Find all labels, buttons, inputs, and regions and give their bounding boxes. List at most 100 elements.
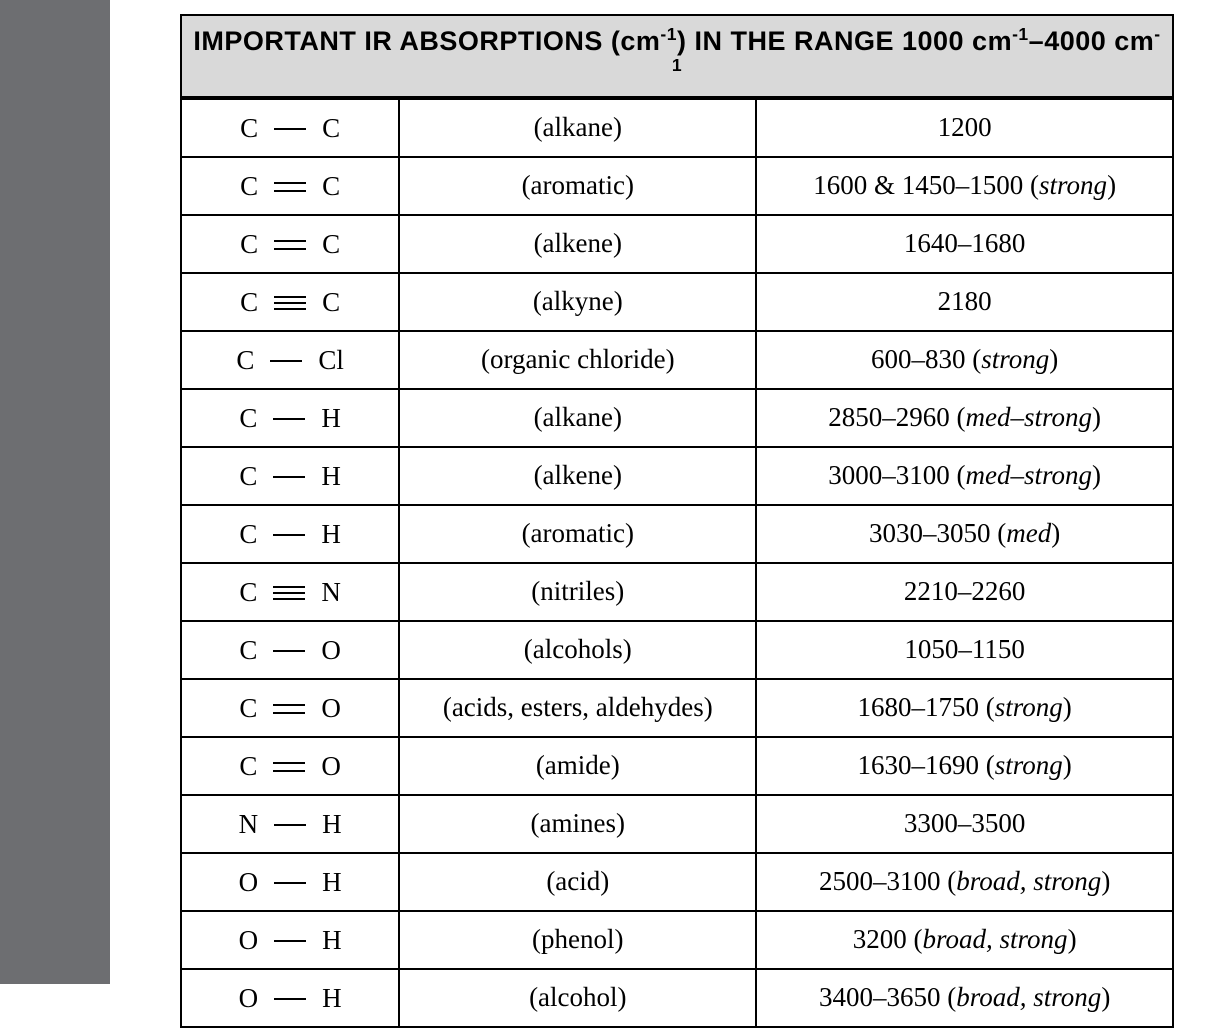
atom-left: C [240,230,258,260]
bond-double-icon [271,698,307,720]
table-header-row: IMPORTANT IR ABSORPTIONS (cm-1) IN THE R… [181,15,1173,98]
class-cell: (amines) [399,795,756,853]
intensity-note: broad, strong [956,866,1101,896]
wavenumber-cell: 2850–2960 (med–strong) [756,389,1173,447]
class-cell: (alkyne) [399,273,756,331]
atom-left: O [239,926,259,956]
ir-absorptions-table: IMPORTANT IR ABSORPTIONS (cm-1) IN THE R… [180,14,1174,1028]
atom-right: H [322,926,342,956]
bond-cell: CH [181,505,399,563]
gutter-gap [110,0,160,984]
class-cell: (organic chloride) [399,331,756,389]
wavenumber-value: 1200 [938,112,992,142]
wavenumber-cell: 2500–3100 (broad, strong) [756,853,1173,911]
table-row: OH(alcohol)3400–3650 (broad, strong) [181,969,1173,1027]
bond-cell: CN [181,563,399,621]
table-row: OH(phenol)3200 (broad, strong) [181,911,1173,969]
intensity-note: med–strong [966,460,1093,490]
bond-cell: CH [181,447,399,505]
wavenumber-value: 3000–3100 [828,460,950,490]
table-row: CN(nitriles)2210–2260 [181,563,1173,621]
class-cell: (alcohol) [399,969,756,1027]
table-row: CO(alcohols)1050–1150 [181,621,1173,679]
bond-single-icon [268,350,304,372]
table-body: CC(alkane)1200CC(aromatic)1600 & 1450–15… [181,98,1173,1027]
bond-cell: OH [181,911,399,969]
wavenumber-cell: 3000–3100 (med–strong) [756,447,1173,505]
bond-single-icon [271,640,307,662]
wavenumber-value: 1600 & 1450–1500 [813,170,1023,200]
table-row: CO(amide)1630–1690 (strong) [181,737,1173,795]
class-cell: (nitriles) [399,563,756,621]
atom-left: C [239,404,257,434]
wavenumber-value: 1630–1690 [858,750,980,780]
bond-triple-icon [271,582,307,604]
table-row: NH(amines) 3300–3500 [181,795,1173,853]
atom-right: O [321,752,341,782]
bond-double-icon [272,176,308,198]
atom-right: O [321,636,341,666]
wavenumber-value: 3400–3650 [819,982,941,1012]
bond-cell: CO [181,679,399,737]
class-cell: (alkene) [399,447,756,505]
table-row: CC(alkane)1200 [181,98,1173,157]
wavenumber-value: 3030–3050 [869,518,991,548]
bond-triple-icon [272,292,308,314]
bond-cell: OH [181,969,399,1027]
intensity-note: strong [995,692,1063,722]
atom-left: O [239,868,259,898]
bond-single-icon [272,814,308,836]
table-row: CO(acids, esters, aldehydes)1680–1750 (s… [181,679,1173,737]
atom-right: H [321,404,341,434]
atom-left: O [239,984,259,1014]
intensity-note: strong [1039,170,1107,200]
intensity-note: broad, strong [956,982,1101,1012]
wavenumber-value: 2500–3100 [819,866,941,896]
atom-left: C [239,752,257,782]
page: IMPORTANT IR ABSORPTIONS (cm-1) IN THE R… [0,0,1214,984]
bond-cell: NH [181,795,399,853]
wavenumber-value: 600–830 [871,344,966,374]
class-cell: (aromatic) [399,505,756,563]
bond-cell: CCl [181,331,399,389]
bond-cell: OH [181,853,399,911]
bond-single-icon [271,408,307,430]
bond-single-icon [272,988,308,1010]
class-cell: (alcohols) [399,621,756,679]
table-row: C H (alkane)2850–2960 (med–strong) [181,389,1173,447]
wavenumber-cell: 1600 & 1450–1500 (strong) [756,157,1173,215]
wavenumber-cell: 2210–2260 [756,563,1173,621]
atom-left: C [239,694,257,724]
intensity-note: strong [981,344,1049,374]
atom-left: C [236,346,254,376]
atom-left: C [240,172,258,202]
bond-single-icon [271,466,307,488]
bond-double-icon [272,234,308,256]
table-row: CC(alkene)1640–1680 [181,215,1173,273]
bond-single-icon [272,872,308,894]
atom-right: C [322,172,340,202]
wavenumber-value: 3200 [853,924,907,954]
class-cell: (phenol) [399,911,756,969]
wavenumber-cell: 1680–1750 (strong) [756,679,1173,737]
left-gutter [0,0,110,984]
bond-cell: CC [181,215,399,273]
bond-single-icon [271,524,307,546]
table-row: CCl(organic chloride)600–830 (strong) [181,331,1173,389]
class-cell: (acid) [399,853,756,911]
atom-left: C [239,520,257,550]
bond-cell: CC [181,157,399,215]
class-cell: (aromatic) [399,157,756,215]
wavenumber-cell: 3300–3500 [756,795,1173,853]
wavenumber-value: 3300–3500 [904,808,1026,838]
atom-left: C [239,462,257,492]
class-cell: (alkane) [399,389,756,447]
atom-left: C [240,288,258,318]
bond-cell: CC [181,273,399,331]
bond-single-icon [272,930,308,952]
wavenumber-cell: 600–830 (strong) [756,331,1173,389]
intensity-note: med [1006,518,1051,548]
wavenumber-cell: 1630–1690 (strong) [756,737,1173,795]
atom-right: N [321,578,341,608]
intensity-note: med–strong [966,402,1093,432]
